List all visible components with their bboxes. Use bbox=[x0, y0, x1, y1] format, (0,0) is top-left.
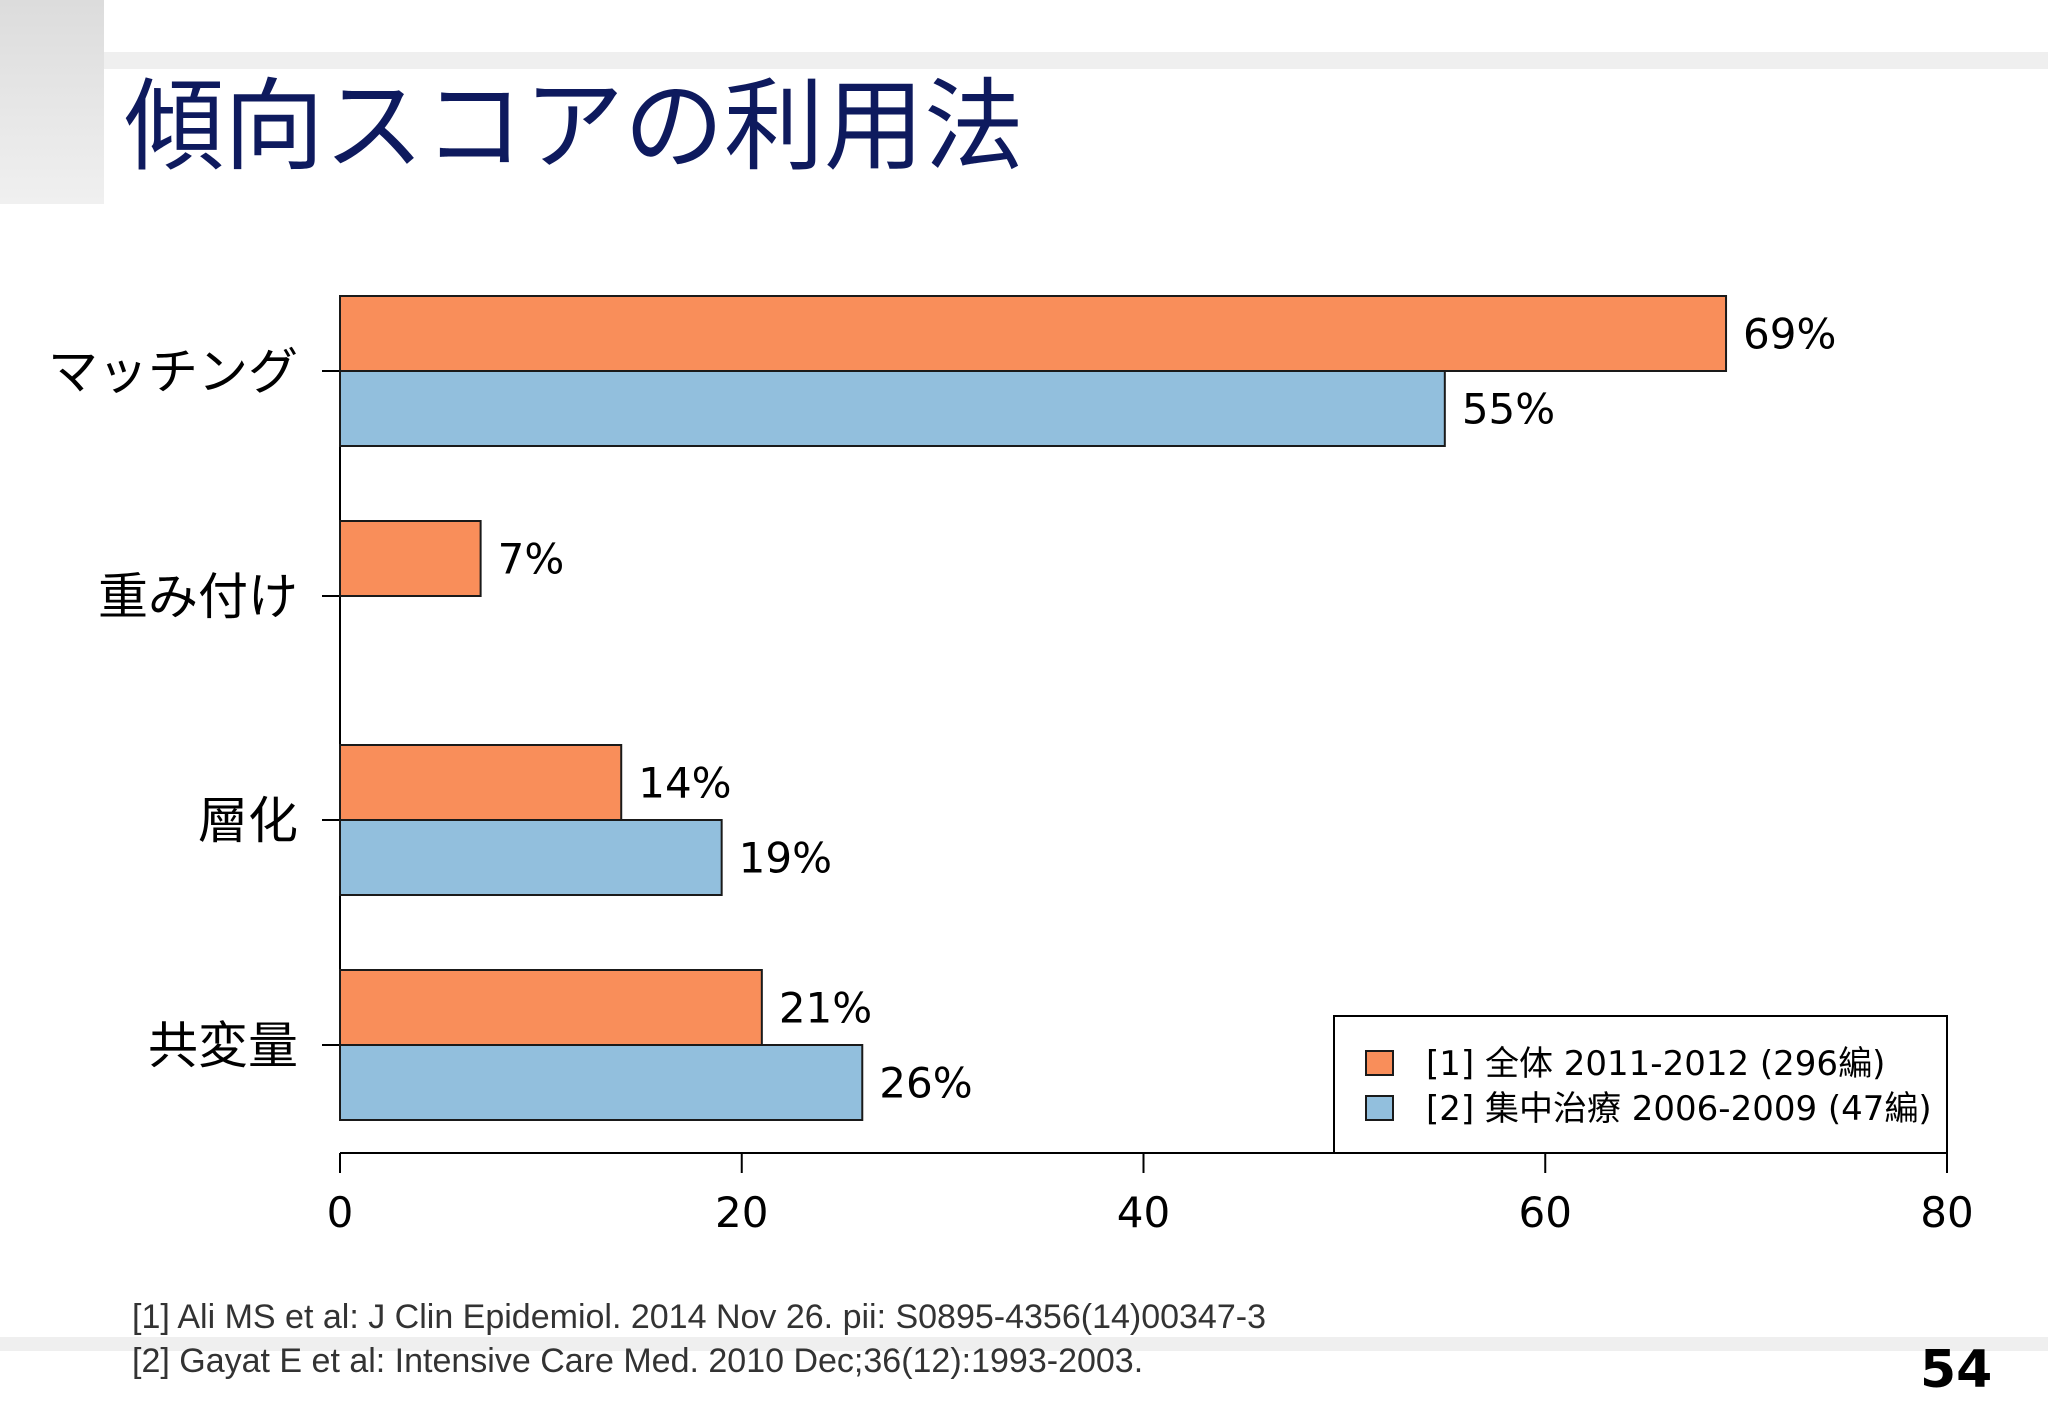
x-tick-label: 0 bbox=[327, 1188, 354, 1237]
data-label: 21% bbox=[779, 984, 872, 1033]
category-label: 層化 bbox=[198, 792, 298, 850]
category-label: 共変量 bbox=[148, 1017, 298, 1075]
page-number: 54 bbox=[1920, 1340, 1993, 1400]
reference-1: [1] Ali MS et al: J Clin Epidemiol. 2014… bbox=[132, 1298, 1266, 1336]
data-label: 14% bbox=[638, 759, 731, 808]
data-label: 19% bbox=[739, 834, 832, 883]
data-label: 26% bbox=[879, 1059, 972, 1108]
footer-bar bbox=[0, 1337, 2048, 1351]
category-label: マッチング bbox=[48, 343, 298, 401]
bar bbox=[339, 520, 482, 597]
x-tick-label: 80 bbox=[1920, 1188, 1973, 1237]
bar bbox=[339, 969, 763, 1046]
corner-decoration bbox=[0, 0, 104, 204]
bar bbox=[339, 819, 723, 896]
legend-swatch bbox=[1365, 1050, 1394, 1076]
bar bbox=[339, 744, 623, 821]
data-label: 7% bbox=[498, 535, 565, 584]
bar-chart: マッチング 69% 55% 重み付け 7% 層化 14%19% 共変量 21%26% 0 20 40 6… bbox=[48, 295, 1974, 1237]
data-label: 69% bbox=[1743, 310, 1836, 359]
x-tick-label: 20 bbox=[715, 1188, 768, 1237]
legend-swatch bbox=[1365, 1095, 1394, 1121]
header-bar bbox=[104, 52, 2048, 69]
x-tick-label: 40 bbox=[1117, 1188, 1170, 1237]
bar bbox=[339, 370, 1446, 447]
slide-title: 傾向スコアの利用法 bbox=[124, 68, 1024, 185]
legend-label: [2] 集中治療 2006-2009 (47編) bbox=[1426, 1089, 1932, 1129]
bar bbox=[339, 295, 1728, 372]
bar bbox=[339, 1044, 864, 1121]
data-label: 55% bbox=[1462, 385, 1555, 434]
legend-label: [1] 全体 2011-2012 (296編) bbox=[1426, 1044, 1885, 1084]
reference-2: [2] Gayat E et al: Intensive Care Med. 2… bbox=[132, 1342, 1144, 1380]
x-tick-label: 60 bbox=[1519, 1188, 1572, 1237]
legend-box bbox=[1333, 1015, 1948, 1154]
category-label: 重み付け bbox=[98, 568, 298, 626]
